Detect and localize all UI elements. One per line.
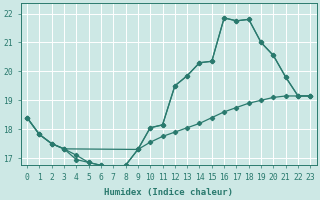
X-axis label: Humidex (Indice chaleur): Humidex (Indice chaleur) (104, 188, 233, 197)
